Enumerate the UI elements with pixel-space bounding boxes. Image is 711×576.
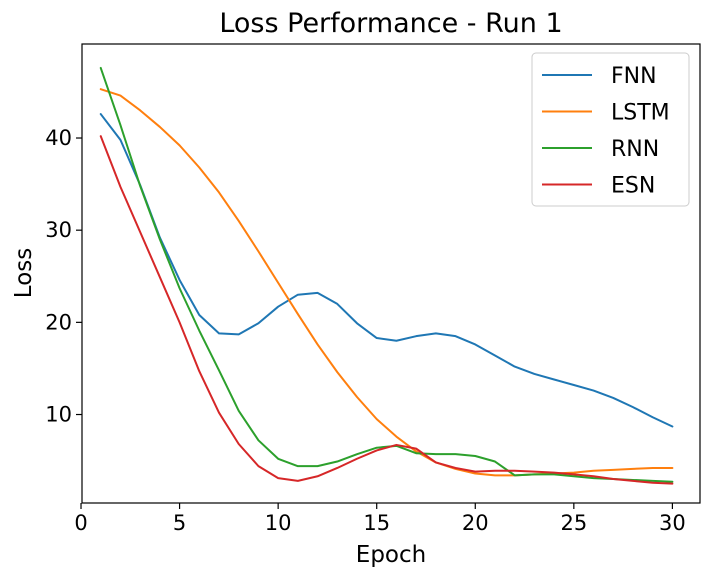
series-line-fnn — [99, 113, 674, 428]
x-tick-label: 15 — [363, 511, 390, 535]
series-layer — [99, 66, 674, 485]
x-tick-label: 20 — [462, 511, 489, 535]
legend-label-lstm: LSTM — [611, 101, 670, 126]
legend-box — [531, 52, 690, 207]
x-tick-label: 10 — [265, 511, 292, 535]
y-tick-label: 10 — [45, 403, 72, 427]
y-tick-label: 20 — [45, 310, 72, 334]
legend-label-rnn: RNN — [611, 137, 659, 162]
y-tick-label: 40 — [45, 126, 72, 150]
x-tick-label: 5 — [173, 511, 186, 535]
x-axis-label: Epoch — [356, 542, 426, 568]
legend-label-fnn: FNN — [611, 64, 657, 89]
legend-label-esn: ESN — [611, 174, 655, 199]
x-tick-label: 0 — [74, 511, 87, 535]
y-axis: 10 20 30 40 — [45, 126, 82, 427]
x-axis: 0 5 10 15 20 25 30 — [74, 503, 686, 535]
y-axis-label: Loss — [11, 248, 37, 298]
chart-title: Loss Performance - Run 1 — [219, 8, 562, 39]
plot-frame — [81, 43, 701, 504]
series-line-lstm — [99, 88, 674, 477]
series-line-esn — [99, 135, 674, 485]
x-tick-label: 25 — [560, 511, 587, 535]
y-tick-label: 30 — [45, 218, 72, 242]
x-tick-label: 30 — [659, 511, 686, 535]
legend: FNN LSTM RNN ESN — [531, 52, 690, 207]
